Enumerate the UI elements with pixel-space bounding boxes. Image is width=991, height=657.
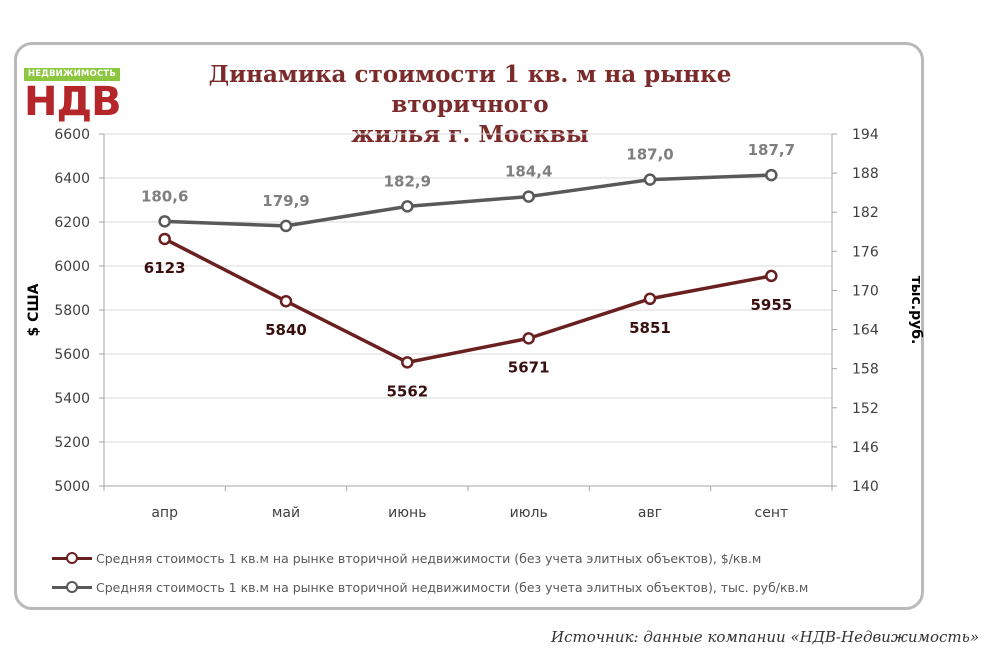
x-tick-label: июнь xyxy=(388,505,426,521)
data-label-usd: 5851 xyxy=(629,319,671,337)
y2-tick-label: 170 xyxy=(852,283,879,299)
data-point-rub xyxy=(279,219,293,233)
legend-swatch-usd xyxy=(52,548,92,568)
data-label-usd: 5955 xyxy=(750,296,792,314)
y-tick-label: 6000 xyxy=(54,259,90,275)
data-label-usd: 5840 xyxy=(265,321,307,339)
data-point-rub xyxy=(401,200,414,213)
y-tick-label: 5000 xyxy=(54,479,90,495)
y-tick-label: 6400 xyxy=(54,171,90,187)
data-point-rub xyxy=(158,215,171,228)
x-tick-label: сент xyxy=(755,505,789,521)
data-label-rub: 182,9 xyxy=(384,172,431,190)
data-point-usd xyxy=(643,292,657,306)
data-label-usd: 6123 xyxy=(144,259,186,277)
x-tick-label: апр xyxy=(151,505,178,521)
y-tick-label: 6600 xyxy=(54,127,90,143)
data-point-usd xyxy=(522,332,535,345)
y2-tick-label: 164 xyxy=(852,323,879,339)
chart-title: Динамика стоимости 1 кв. м на рынке втор… xyxy=(130,60,810,150)
data-label-rub: 187,7 xyxy=(748,141,795,159)
y2-tick-label: 182 xyxy=(852,205,879,221)
y2-tick-label: 194 xyxy=(852,127,879,143)
legend-label-usd: Средняя стоимость 1 кв.м на рынке вторич… xyxy=(96,550,762,566)
legend-label-rub: Средняя стоимость 1 кв.м на рынке вторич… xyxy=(96,579,809,595)
data-point-rub xyxy=(765,168,778,182)
y2-tick-label: 146 xyxy=(852,440,879,456)
y2-tick-label: 140 xyxy=(852,479,879,495)
data-point-usd xyxy=(158,232,171,246)
y-tick-label: 5800 xyxy=(54,303,90,319)
company-logo: НЕДВИЖИМОСТЬ НДВ xyxy=(24,68,122,126)
y-tick-label: 5200 xyxy=(54,435,90,451)
y2-tick-label: 188 xyxy=(852,166,879,182)
legend-item-usd: Средняя стоимость 1 кв.м на рынке вторич… xyxy=(52,548,761,568)
y-axis-label: $ США xyxy=(26,283,42,336)
series-line-usd xyxy=(163,237,772,365)
data-label-usd: 5562 xyxy=(386,382,428,400)
legend-item-rub: Средняя стоимость 1 кв.м на рынке вторич… xyxy=(52,577,808,597)
y2-tick-label: 152 xyxy=(852,401,879,417)
y-tick-label: 5400 xyxy=(54,391,90,407)
chart-card xyxy=(14,42,924,610)
data-point-usd xyxy=(279,294,293,308)
x-tick-label: июль xyxy=(510,505,548,521)
legend-swatch-rub xyxy=(52,577,92,597)
source-note: Источник: данные компании «НДВ-Недвижимо… xyxy=(550,628,979,646)
data-label-rub: 179,9 xyxy=(262,192,309,210)
x-tick-label: авг xyxy=(638,505,662,521)
data-label-rub: 187,0 xyxy=(626,146,673,164)
data-point-usd xyxy=(401,356,414,369)
data-point-rub xyxy=(522,190,535,203)
data-label-usd: 5671 xyxy=(508,358,550,376)
data-point-usd xyxy=(765,269,778,283)
data-point-rub xyxy=(643,173,657,186)
y2-axis-label: тыс.руб. xyxy=(908,276,924,345)
logo-band-text: НЕДВИЖИМОСТЬ xyxy=(24,68,120,81)
chart-title-line-1: Динамика стоимости 1 кв. м на рынке втор… xyxy=(208,61,732,118)
y-tick-label: 6200 xyxy=(54,215,90,231)
y2-tick-label: 176 xyxy=(852,244,879,260)
y2-tick-label: 158 xyxy=(852,362,879,378)
x-tick-label: май xyxy=(272,505,300,521)
logo-mark: НДВ xyxy=(24,79,122,125)
series-line-rub xyxy=(164,173,772,228)
y-tick-label: 5600 xyxy=(54,347,90,363)
data-label-rub: 184,4 xyxy=(505,163,552,181)
data-label-rub: 180,6 xyxy=(141,187,188,205)
